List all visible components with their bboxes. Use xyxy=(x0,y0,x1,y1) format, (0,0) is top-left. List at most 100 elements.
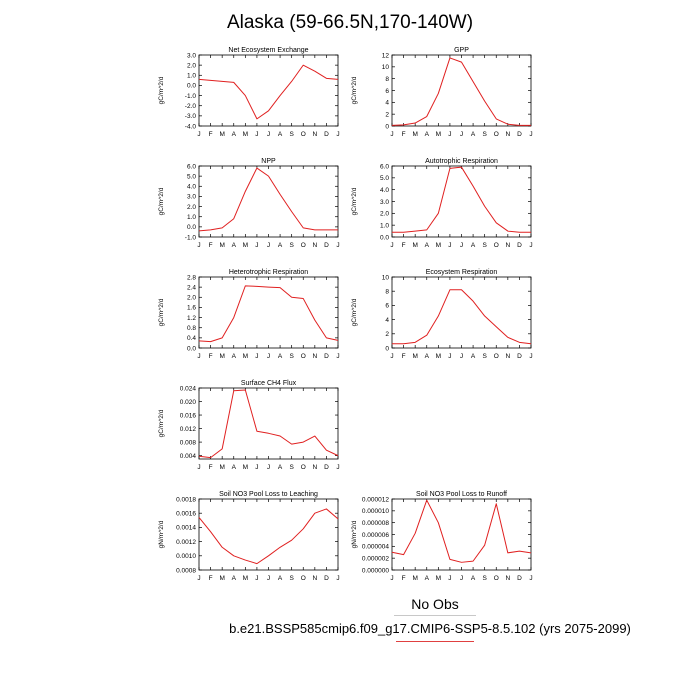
x-tick-label: D xyxy=(324,242,329,249)
x-tick-label: F xyxy=(402,353,406,360)
y-axis-label: gC/m^2/d xyxy=(158,76,165,104)
plot-frame xyxy=(198,387,339,460)
x-tick-label: O xyxy=(494,353,499,360)
x-tick-label: A xyxy=(425,575,430,582)
y-tick-label: 2.0 xyxy=(187,295,196,302)
chart-panel-4: Autotrophic Respiration 6.0 5.0 4.0 3.0 2.0 1.… xyxy=(351,158,533,249)
x-tick-label: F xyxy=(209,464,213,471)
x-tick-label: J xyxy=(267,464,270,471)
x-tick-label: S xyxy=(289,131,294,138)
y-axis-label: gC/m^2/d xyxy=(351,76,358,104)
x-tick-label: A xyxy=(232,353,237,360)
y-tick-label: 0.0010 xyxy=(176,553,196,560)
x-tick-label: O xyxy=(301,131,306,138)
y-tick-label: 0.0 xyxy=(187,345,196,352)
series-line xyxy=(392,289,532,345)
y-tick-label: -4.0 xyxy=(185,123,197,130)
y-tick-label: 2.0 xyxy=(187,62,196,69)
x-tick-label: A xyxy=(232,242,237,249)
y-tick-label: 6.0 xyxy=(187,163,196,170)
x-tick-label: D xyxy=(324,464,329,471)
x-tick-label: A xyxy=(278,353,283,360)
y-tick-label: 1.0 xyxy=(187,73,196,80)
obs-rule-divider xyxy=(394,615,476,616)
series-line xyxy=(391,57,531,126)
x-tick-label: M xyxy=(243,353,248,360)
page-title: Alaska (59-66.5N,170-140W) xyxy=(226,12,474,33)
y-axis-label: gC/m^2/d xyxy=(351,298,358,326)
panel-title: Soil NO3 Pool Loss to Runoff xyxy=(416,491,507,498)
x-tick-label: S xyxy=(482,353,487,360)
x-tick-label: J xyxy=(336,131,339,138)
y-tick-label: 0.008 xyxy=(180,439,197,446)
x-tick-label: F xyxy=(402,575,406,582)
no-obs-label: No Obs xyxy=(411,596,459,612)
x-tick-label: J xyxy=(460,242,463,249)
x-tick-label: M xyxy=(219,464,224,471)
y-tick-label: 5.0 xyxy=(380,175,389,182)
x-tick-label: N xyxy=(505,131,510,138)
x-tick-label: J xyxy=(336,242,339,249)
x-tick-label: M xyxy=(436,242,441,249)
x-tick-label: F xyxy=(209,131,213,138)
panel-title: GPP xyxy=(454,47,469,54)
x-tick-label: A xyxy=(471,131,476,138)
x-tick-label: A xyxy=(471,353,476,360)
x-tick-label: M xyxy=(243,464,248,471)
x-tick-label: J xyxy=(390,131,393,138)
x-tick-label: A xyxy=(232,131,237,138)
y-tick-label: 0.0 xyxy=(187,224,196,231)
x-tick-label: J xyxy=(197,242,200,249)
y-tick-label: 2 xyxy=(385,111,389,118)
y-tick-label: 0.0016 xyxy=(176,511,196,518)
plot-frame xyxy=(391,54,532,127)
x-tick-label: J xyxy=(336,575,339,582)
y-tick-label: 2.0 xyxy=(380,211,389,218)
x-tick-label: F xyxy=(209,353,213,360)
x-tick-label: N xyxy=(312,575,317,582)
panel-title: Heterotrophic Respiration xyxy=(229,269,308,276)
y-tick-label: 0.0014 xyxy=(176,525,196,532)
series-line xyxy=(392,166,531,233)
x-tick-label: J xyxy=(529,242,532,249)
y-tick-label: 0.0 xyxy=(187,83,196,90)
y-tick-label: 2.4 xyxy=(187,284,196,291)
y-tick-label: 4.0 xyxy=(187,184,196,191)
panel-title: Surface CH4 Flux xyxy=(241,380,297,387)
case-rule-divider xyxy=(396,641,474,642)
y-axis-label: gC/m^2/d xyxy=(158,187,165,215)
plot-frame xyxy=(391,498,532,571)
series-line xyxy=(198,508,339,565)
y-axis-label: gN/m^2/d xyxy=(351,520,358,548)
y-tick-label: 0.000004 xyxy=(362,544,389,551)
y-tick-label: 0.000008 xyxy=(362,520,389,527)
y-tick-label: 0.000010 xyxy=(362,508,389,515)
y-tick-label: 12 xyxy=(382,52,390,59)
x-tick-label: J xyxy=(267,353,270,360)
y-tick-label: 0.8 xyxy=(187,325,196,332)
x-tick-label: M xyxy=(243,575,248,582)
x-tick-label: M xyxy=(436,353,441,360)
y-tick-label: 1.6 xyxy=(187,305,196,312)
x-tick-label: F xyxy=(402,131,406,138)
y-tick-label: 0.012 xyxy=(180,426,197,433)
y-tick-label: 8 xyxy=(385,289,389,296)
y-tick-label: -1.0 xyxy=(185,234,197,241)
x-tick-label: M xyxy=(243,242,248,249)
plot-frame xyxy=(198,54,339,127)
x-tick-label: J xyxy=(197,353,200,360)
y-tick-label: 3.0 xyxy=(380,199,389,206)
x-tick-label: S xyxy=(289,575,294,582)
panel-title: NPP xyxy=(261,158,276,165)
x-tick-label: O xyxy=(301,242,306,249)
y-tick-label: -2.0 xyxy=(185,103,197,110)
x-tick-label: J xyxy=(390,575,393,582)
case-name-label: b.e21.BSSP585cmip6.f09_g17.CMIP6-SSP5-8.… xyxy=(229,621,631,636)
x-tick-label: J xyxy=(197,131,200,138)
panel-title: Autotrophic Respiration xyxy=(425,158,498,165)
x-tick-label: A xyxy=(425,242,430,249)
y-tick-label: 4 xyxy=(385,100,389,107)
x-tick-label: J xyxy=(448,131,451,138)
